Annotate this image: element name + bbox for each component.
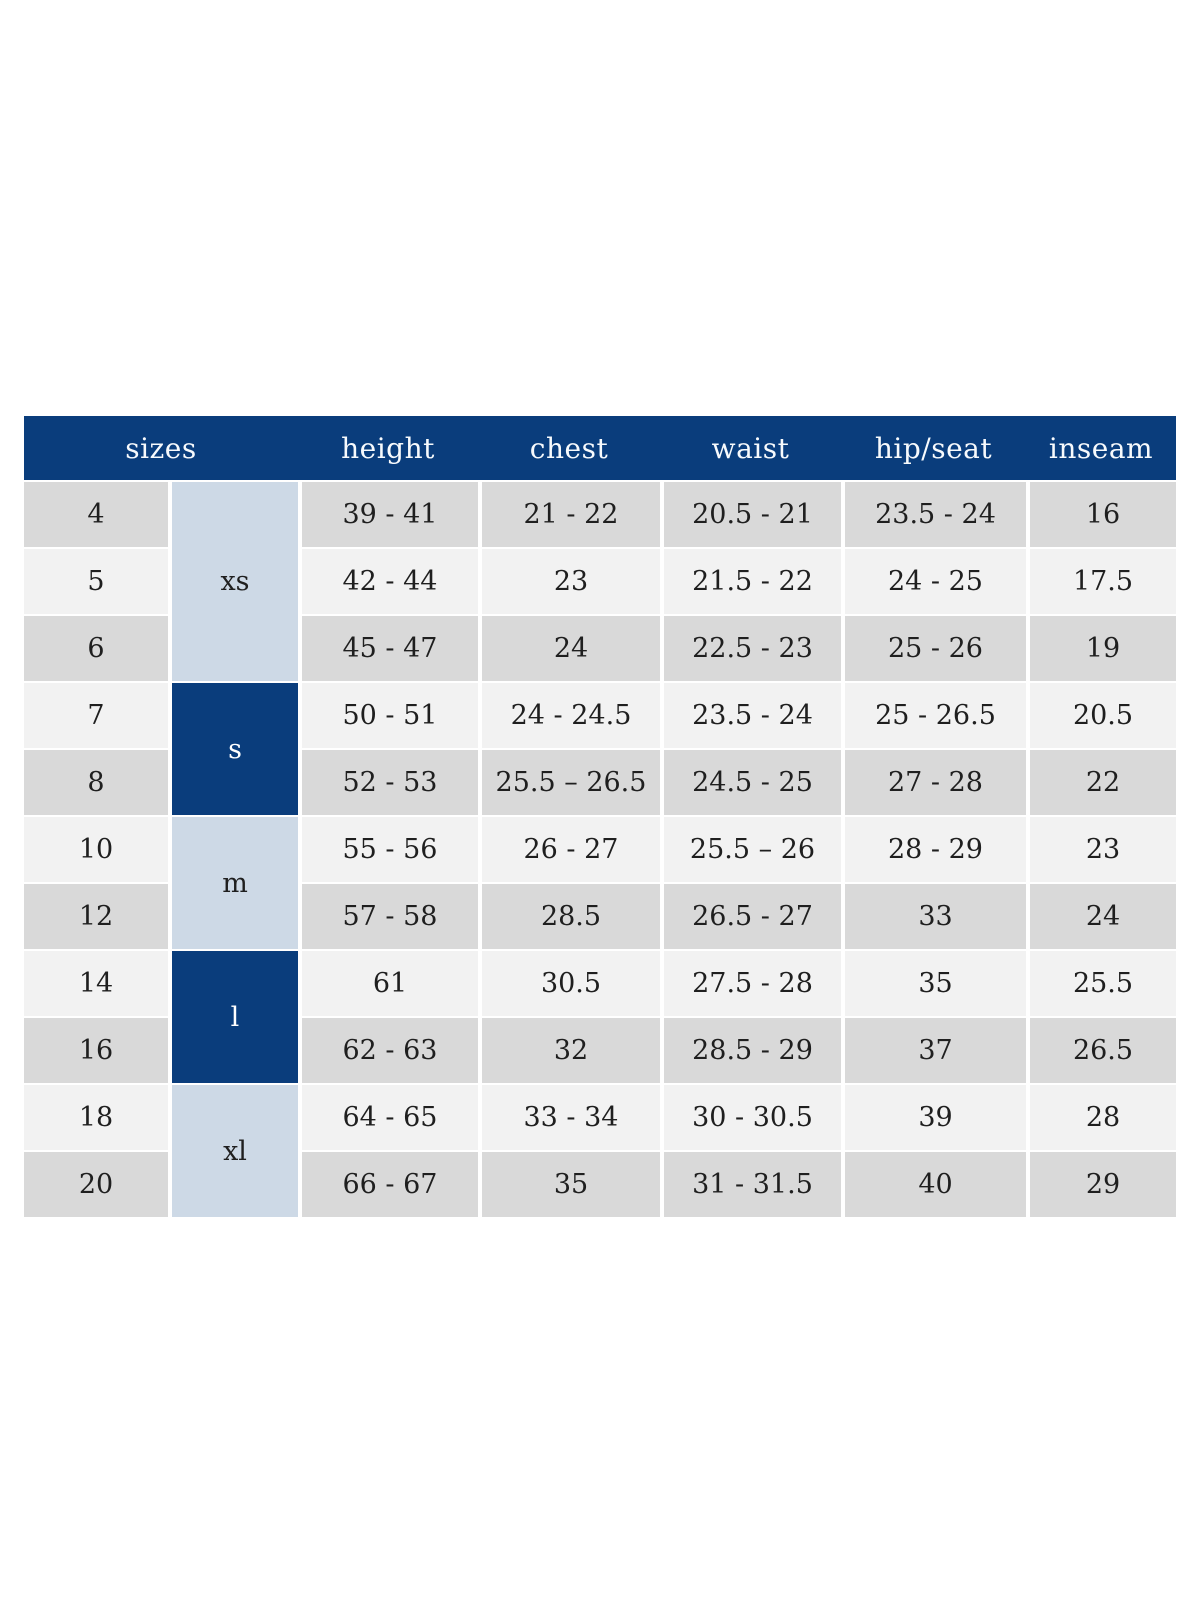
waist-cell: 24.5 - 25 bbox=[664, 750, 841, 815]
waist-cell: 21.5 - 22 bbox=[664, 549, 841, 614]
hipseat-cell: 27 - 28 bbox=[845, 750, 1026, 815]
hipseat-cell: 33 bbox=[845, 884, 1026, 949]
size-cell: 12 bbox=[24, 884, 168, 949]
chest-cell: 28.5 bbox=[482, 884, 660, 949]
waist-cell: 20.5 - 21 bbox=[664, 482, 841, 547]
waist-cell: 28.5 - 29 bbox=[664, 1018, 841, 1083]
chest-cell: 24 bbox=[482, 616, 660, 681]
size-cell: 18 bbox=[24, 1085, 168, 1150]
size-cell: 20 bbox=[24, 1152, 168, 1217]
height-cell: 42 - 44 bbox=[302, 549, 478, 614]
column-header-inseam: inseam bbox=[1048, 431, 1154, 465]
column-header-waist: waist bbox=[711, 431, 790, 465]
size-group-xs: xs bbox=[172, 482, 298, 681]
height-cell: 39 - 41 bbox=[302, 482, 478, 547]
chest-cell: 26 - 27 bbox=[482, 817, 660, 882]
hipseat-cell: 28 - 29 bbox=[845, 817, 1026, 882]
inseam-cell: 25.5 bbox=[1030, 951, 1176, 1016]
waist-cell: 26.5 - 27 bbox=[664, 884, 841, 949]
column-header-chest: chest bbox=[529, 431, 609, 465]
size-cell: 16 bbox=[24, 1018, 168, 1083]
size-group-l: l bbox=[172, 951, 298, 1083]
height-cell: 55 - 56 bbox=[302, 817, 478, 882]
inseam-cell: 16 bbox=[1030, 482, 1176, 547]
column-header-sizes: sizes bbox=[125, 431, 197, 465]
size-group-m: m bbox=[172, 817, 298, 949]
chest-cell: 30.5 bbox=[482, 951, 660, 1016]
chest-cell: 25.5 – 26.5 bbox=[482, 750, 660, 815]
hipseat-cell: 37 bbox=[845, 1018, 1026, 1083]
inseam-cell: 26.5 bbox=[1030, 1018, 1176, 1083]
hipseat-cell: 23.5 - 24 bbox=[845, 482, 1026, 547]
hipseat-cell: 35 bbox=[845, 951, 1026, 1016]
size-cell: 6 bbox=[24, 616, 168, 681]
inseam-cell: 28 bbox=[1030, 1085, 1176, 1150]
table-header-row: sizes height chest waist hip/seat inseam bbox=[24, 416, 1176, 480]
waist-cell: 27.5 - 28 bbox=[664, 951, 841, 1016]
size-cell: 4 bbox=[24, 482, 168, 547]
column-header-height: height bbox=[341, 431, 435, 465]
size-cell: 5 bbox=[24, 549, 168, 614]
inseam-cell: 24 bbox=[1030, 884, 1176, 949]
height-cell: 50 - 51 bbox=[302, 683, 478, 748]
size-group-xl: xl bbox=[172, 1085, 298, 1217]
height-cell: 45 - 47 bbox=[302, 616, 478, 681]
hipseat-cell: 25 - 26.5 bbox=[845, 683, 1026, 748]
inseam-cell: 29 bbox=[1030, 1152, 1176, 1217]
waist-cell: 25.5 – 26 bbox=[664, 817, 841, 882]
chest-cell: 35 bbox=[482, 1152, 660, 1217]
waist-cell: 23.5 - 24 bbox=[664, 683, 841, 748]
waist-cell: 22.5 - 23 bbox=[664, 616, 841, 681]
size-cell: 8 bbox=[24, 750, 168, 815]
height-cell: 52 - 53 bbox=[302, 750, 478, 815]
hipseat-cell: 25 - 26 bbox=[845, 616, 1026, 681]
inseam-cell: 22 bbox=[1030, 750, 1176, 815]
size-cell: 14 bbox=[24, 951, 168, 1016]
waist-cell: 31 - 31.5 bbox=[664, 1152, 841, 1217]
size-chart-table: sizes height chest waist hip/seat inseam… bbox=[24, 416, 1176, 1217]
inseam-cell: 17.5 bbox=[1030, 549, 1176, 614]
height-cell: 66 - 67 bbox=[302, 1152, 478, 1217]
hipseat-cell: 40 bbox=[845, 1152, 1026, 1217]
chest-cell: 24 - 24.5 bbox=[482, 683, 660, 748]
size-cell: 10 bbox=[24, 817, 168, 882]
column-header-hipseat: hip/seat bbox=[874, 431, 993, 465]
height-cell: 64 - 65 bbox=[302, 1085, 478, 1150]
chest-cell: 33 - 34 bbox=[482, 1085, 660, 1150]
inseam-cell: 19 bbox=[1030, 616, 1176, 681]
height-cell: 57 - 58 bbox=[302, 884, 478, 949]
size-cell: 7 bbox=[24, 683, 168, 748]
hipseat-cell: 24 - 25 bbox=[845, 549, 1026, 614]
chest-cell: 21 - 22 bbox=[482, 482, 660, 547]
hipseat-cell: 39 bbox=[845, 1085, 1026, 1150]
height-cell: 61 bbox=[302, 951, 478, 1016]
inseam-cell: 20.5 bbox=[1030, 683, 1176, 748]
height-cell: 62 - 63 bbox=[302, 1018, 478, 1083]
chest-cell: 32 bbox=[482, 1018, 660, 1083]
waist-cell: 30 - 30.5 bbox=[664, 1085, 841, 1150]
chest-cell: 23 bbox=[482, 549, 660, 614]
inseam-cell: 23 bbox=[1030, 817, 1176, 882]
size-group-s: s bbox=[172, 683, 298, 815]
